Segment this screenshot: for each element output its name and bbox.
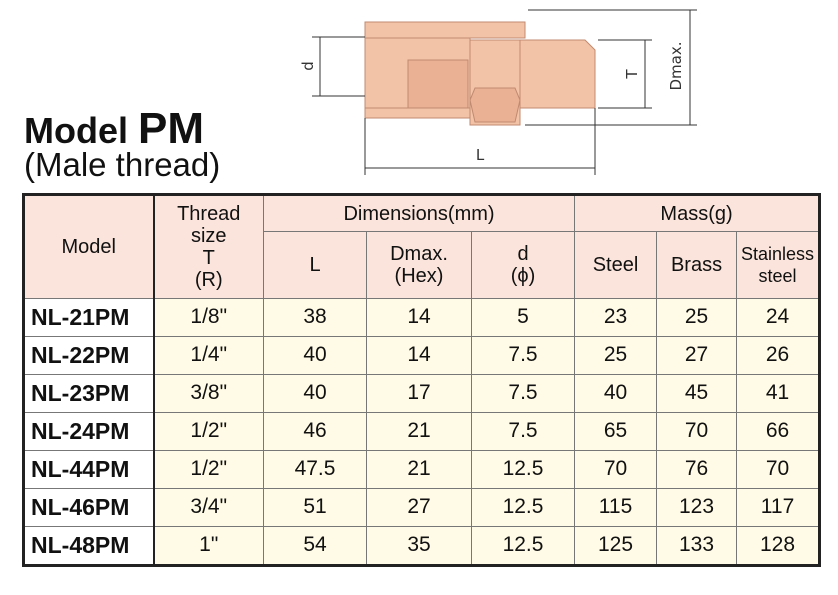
value-cell: 7.5	[470, 373, 576, 413]
title-bold: PM	[138, 104, 205, 153]
table-row: NL-48PM 1" 54 35 12.5 125 133 128	[23, 525, 821, 567]
model-cell: NL-22PM	[23, 335, 155, 375]
value-cell: 17	[366, 373, 472, 413]
value-cell: 12.5	[470, 449, 576, 489]
table-row: NL-22PM 1/4" 40 14 7.5 25 27 26	[23, 335, 821, 375]
table-body: NL-21PM 1/8" 38 14 5 23 25 24 NL-22PM 1/4" 40 14 7.5…	[23, 298, 821, 567]
value-cell: 65	[574, 411, 658, 451]
value-cell: 21	[366, 449, 472, 489]
table-row: NL-24PM 1/2" 46 21 7.5 65 70 66	[23, 411, 821, 451]
value-cell: 66	[736, 411, 821, 451]
value-cell: 7.5	[470, 335, 576, 375]
header-line: (ϕ)	[510, 265, 536, 287]
header-cell: Dmax. (Hex)	[366, 231, 472, 299]
value-cell: 51	[263, 487, 367, 527]
label-d: d	[299, 61, 317, 71]
header-line: size	[190, 225, 227, 247]
header-cell: d (ϕ)	[470, 231, 576, 299]
title: Model PM	[24, 104, 204, 154]
table-row: NL-21PM 1/8" 38 14 5 23 25 24	[23, 298, 821, 337]
value-cell: 123	[656, 487, 738, 527]
header-line: Dmax.	[390, 243, 448, 265]
value-cell: 47.5	[263, 449, 367, 489]
model-cell: NL-44PM	[23, 449, 155, 489]
value-cell: 117	[736, 487, 821, 527]
value-cell: 1/2"	[153, 449, 264, 489]
value-cell: 70	[656, 411, 738, 451]
value-cell: 1/4"	[153, 335, 264, 375]
value-cell: 41	[736, 373, 821, 413]
fitting-diagram: d T Dmax. L	[299, 9, 697, 175]
value-cell: 12.5	[470, 487, 576, 527]
subtitle: (Male thread)	[24, 146, 221, 183]
value-cell: 3/8"	[153, 373, 264, 413]
table-row: NL-46PM 3/4" 51 27 12.5 115 123 117	[23, 487, 821, 527]
value-cell: 38	[263, 298, 367, 337]
value-cell: 25	[574, 335, 658, 375]
value-cell: 1"	[153, 525, 264, 567]
value-cell: 26	[736, 335, 821, 375]
header-line: steel	[758, 266, 797, 286]
value-cell: 115	[574, 487, 658, 527]
model-cell: NL-48PM	[23, 525, 155, 567]
title-text: Model	[24, 110, 128, 151]
model-cell: NL-23PM	[23, 373, 155, 413]
value-cell: 12.5	[470, 525, 576, 567]
value-cell: 7.5	[470, 411, 576, 451]
value-cell: 21	[366, 411, 472, 451]
value-cell: 1/8"	[153, 298, 264, 337]
value-cell: 40	[263, 335, 367, 375]
table-row: NL-23PM 3/8" 40 17 7.5 40 45 41	[23, 373, 821, 413]
value-cell: 46	[263, 411, 367, 451]
value-cell: 70	[574, 449, 658, 489]
header-cell: Steel	[574, 231, 658, 299]
table-row: NL-44PM 1/2" 47.5 21 12.5 70 76 70	[23, 449, 821, 489]
value-cell: 25	[656, 298, 738, 337]
value-cell: 54	[263, 525, 367, 567]
header-line: Stainless	[741, 244, 815, 264]
value-cell: 45	[656, 373, 738, 413]
value-cell: 3/4"	[153, 487, 264, 527]
value-cell: 76	[656, 449, 738, 489]
value-cell: 40	[263, 373, 367, 413]
value-cell: 14	[366, 298, 472, 337]
value-cell: 70	[736, 449, 821, 489]
header-line: d	[517, 243, 529, 265]
value-cell: 35	[366, 525, 472, 567]
header-cell: Mass(g)	[574, 194, 821, 232]
value-cell: 40	[574, 373, 658, 413]
label-dmax: Dmax.	[667, 42, 685, 91]
model-cell: NL-21PM	[23, 298, 155, 337]
header-cell: Dimensions(mm)	[262, 194, 576, 232]
header-cell: Thread size T (R)	[153, 194, 264, 299]
label-l: L	[476, 146, 485, 164]
value-cell: 5	[470, 298, 576, 337]
header-cell: Stainless steel	[736, 231, 821, 299]
header-line: Thread	[177, 203, 241, 225]
header-cell: L	[263, 231, 367, 299]
value-cell: 14	[366, 335, 472, 375]
value-cell: 125	[574, 525, 658, 567]
value-cell: 24	[736, 298, 821, 337]
header-cell: Model	[23, 194, 155, 299]
value-cell: 1/2"	[153, 411, 264, 451]
header-line: (Hex)	[394, 265, 444, 287]
header-cell: Brass	[656, 231, 738, 299]
value-cell: 27	[656, 335, 738, 375]
header-line: T	[202, 247, 215, 269]
value-cell: 128	[736, 525, 821, 567]
model-cell: NL-24PM	[23, 411, 155, 451]
label-t: T	[623, 69, 641, 80]
header-line: (R)	[194, 269, 223, 291]
value-cell: 23	[574, 298, 658, 337]
spec-table: Model Thread size T (R) Dimensions(mm) Mass…	[22, 193, 822, 567]
value-cell: 27	[366, 487, 472, 527]
model-cell: NL-46PM	[23, 487, 155, 527]
value-cell: 133	[656, 525, 738, 567]
